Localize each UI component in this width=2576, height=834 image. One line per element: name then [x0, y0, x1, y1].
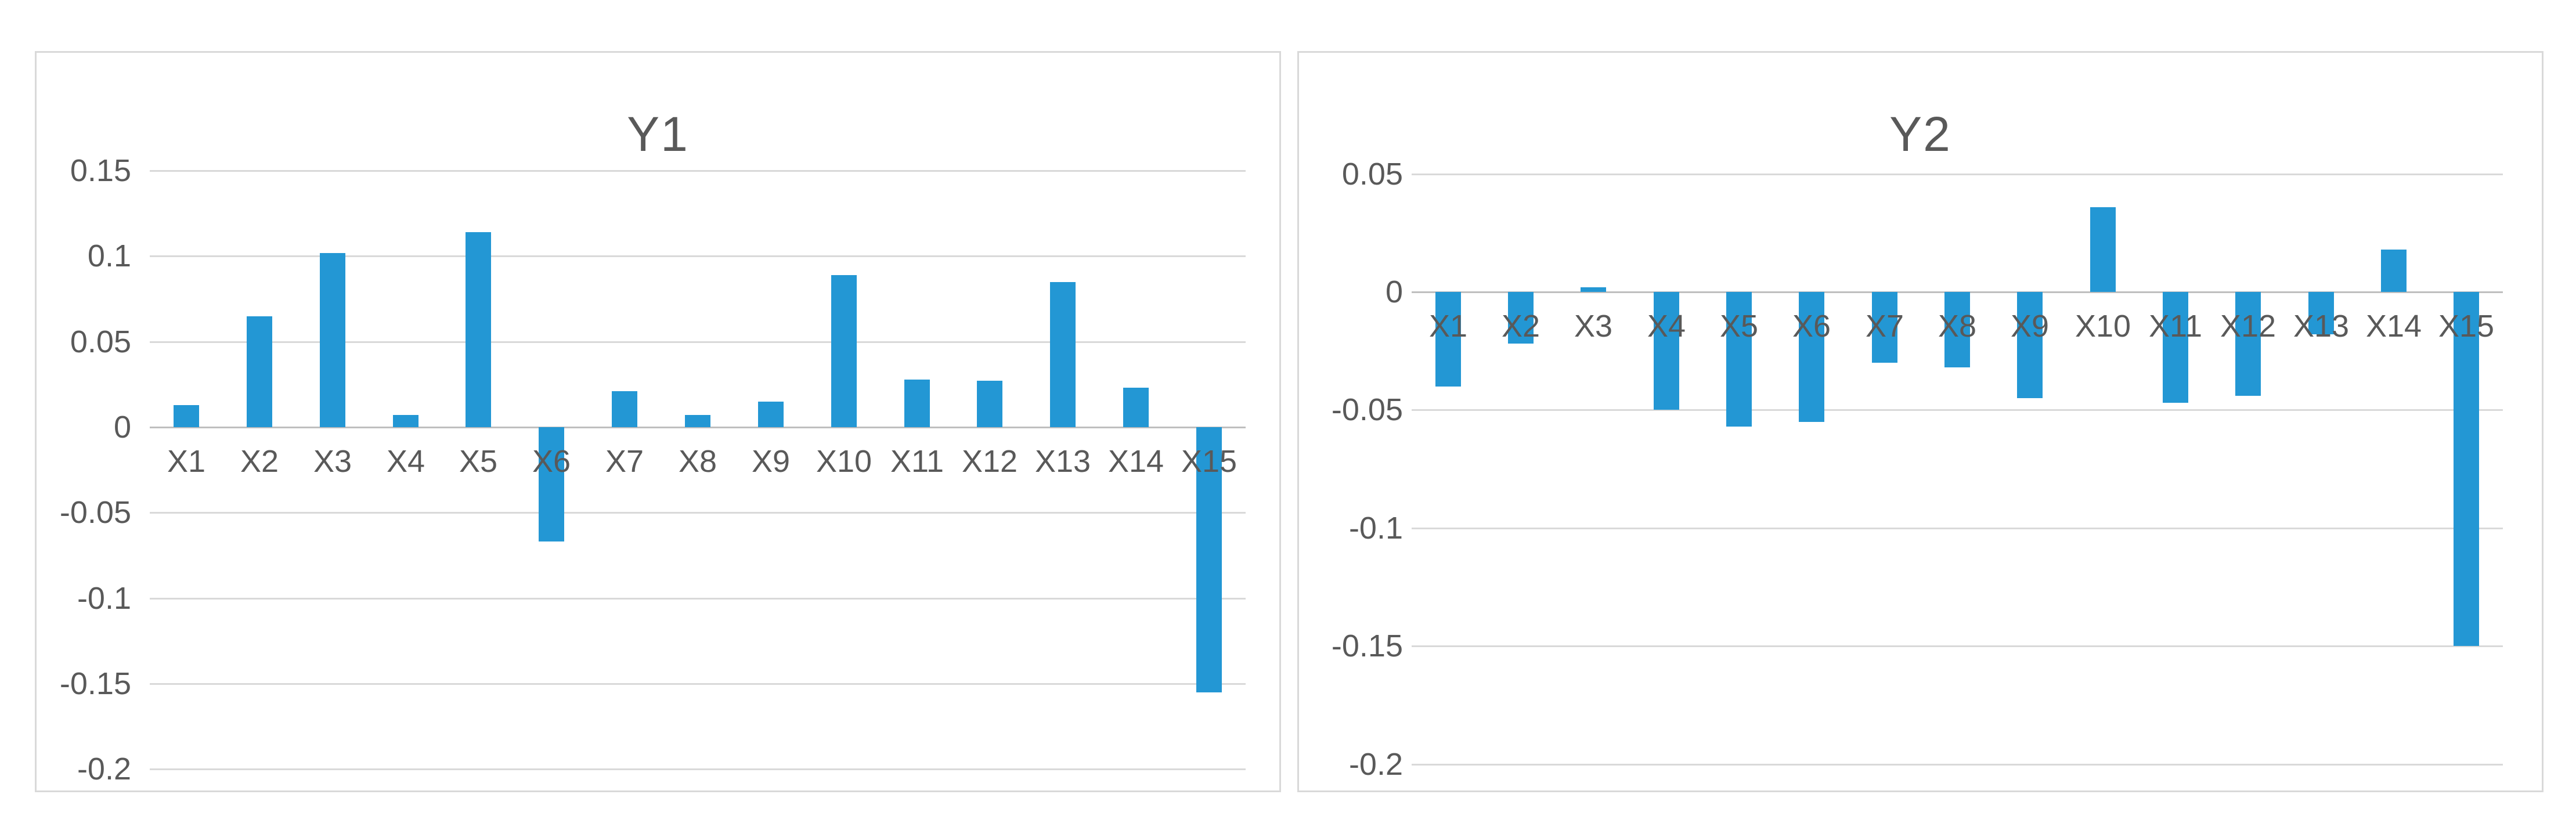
category-label-x2: X2	[1501, 309, 1540, 344]
x-axis-zero-line	[150, 427, 1246, 428]
y-tick-label: -0.15	[1331, 629, 1403, 663]
bar-x12[interactable]	[2235, 292, 2261, 396]
bar-x6[interactable]	[539, 427, 564, 541]
y-tick-label: -0.2	[77, 752, 131, 786]
category-label-x14: X14	[1107, 444, 1164, 479]
category-label-x11: X11	[890, 444, 944, 479]
category-label-x6: X6	[532, 444, 571, 479]
plot-area-y2: 0.05 0 -0.05 -0.1 -0.15 -0.2 X1 X2 X3 X4 X5 X6 X7 X8 X…	[1299, 53, 2542, 790]
category-label-x5: X5	[459, 444, 498, 479]
category-label-x10: X10	[2074, 309, 2131, 344]
category-label-x11: X11	[2148, 309, 2203, 344]
y-tick-label: -0.1	[77, 581, 131, 616]
category-label-x13: X13	[2293, 309, 2350, 344]
category-label-x4: X4	[386, 444, 425, 479]
bar-x3[interactable]	[1581, 287, 1606, 292]
category-label-x9: X9	[751, 444, 791, 479]
category-label-x3: X3	[1574, 309, 1613, 344]
bar-x9[interactable]	[2017, 292, 2043, 398]
category-label-x2: X2	[240, 444, 279, 479]
bar-x8[interactable]	[685, 415, 710, 427]
bar-x5[interactable]	[466, 232, 491, 427]
y-tick-label: 0	[113, 410, 131, 445]
y-gridline	[150, 255, 1246, 257]
y-tick-label: -0.05	[1331, 392, 1403, 427]
category-label-x3: X3	[313, 444, 352, 479]
bar-x6[interactable]	[1799, 292, 1824, 422]
bar-x5[interactable]	[1726, 292, 1752, 427]
bar-x15[interactable]	[1196, 427, 1222, 692]
category-label-x7: X7	[1865, 309, 1904, 344]
bar-x8[interactable]	[1944, 292, 1970, 367]
bar-x10[interactable]	[2090, 207, 2116, 292]
y-tick-label: 0	[1385, 275, 1403, 309]
chart-title-y2: Y2	[1889, 107, 1951, 161]
bar-x11[interactable]	[904, 380, 930, 427]
bar-x2[interactable]	[1508, 292, 1534, 344]
y-gridline	[150, 341, 1246, 343]
category-label-x6: X6	[1792, 309, 1831, 344]
bar-x14[interactable]	[1123, 388, 1149, 427]
y-gridline	[1412, 528, 2503, 529]
category-label-x1: X1	[167, 444, 206, 479]
y-gridline	[150, 170, 1246, 172]
y-tick-label: 0.05	[1341, 157, 1403, 192]
y-gridline	[1412, 174, 2503, 175]
category-label-x15: X15	[2438, 309, 2495, 344]
chart-title-y1: Y1	[627, 107, 689, 161]
bar-x7[interactable]	[1872, 292, 1897, 363]
bar-x4[interactable]	[1654, 292, 1679, 410]
category-label-x7: X7	[605, 444, 644, 479]
category-label-x9: X9	[2010, 309, 2050, 344]
bar-x12[interactable]	[977, 381, 1002, 427]
category-label-x12: X12	[2220, 309, 2276, 344]
y-gridline	[1412, 645, 2503, 647]
category-label-x13: X13	[1034, 444, 1091, 479]
y-tick-label: -0.05	[59, 495, 131, 530]
bar-x3[interactable]	[320, 253, 345, 427]
chart-object-y2[interactable]: Y2 0.05 0 -0.05 -0.1 -0.15 -0.2 X1 X2 X3 X4 X5 X6 X7…	[1297, 51, 2543, 792]
category-label-x1: X1	[1428, 309, 1468, 344]
y-tick-label: -0.2	[1348, 747, 1403, 782]
y-tick-label: -0.15	[59, 666, 131, 701]
y-gridline	[1412, 764, 2503, 766]
category-label-x12: X12	[961, 444, 1018, 479]
y-tick-label: -0.1	[1348, 511, 1403, 546]
bar-x2[interactable]	[247, 316, 272, 427]
category-label-x8: X8	[1938, 309, 1977, 344]
y-gridline	[1412, 409, 2503, 411]
bar-x1[interactable]	[174, 405, 199, 427]
bar-x14[interactable]	[2381, 250, 2407, 292]
category-label-x14: X14	[2365, 309, 2422, 344]
category-label-x8: X8	[678, 444, 717, 479]
category-label-x4: X4	[1647, 309, 1686, 344]
category-label-x5: X5	[1719, 309, 1759, 344]
bar-x1[interactable]	[1435, 292, 1461, 387]
category-label-x15: X15	[1181, 444, 1238, 479]
y-tick-label: 0.05	[70, 324, 131, 359]
bar-x13[interactable]	[1050, 282, 1076, 427]
bar-x11[interactable]	[2163, 292, 2188, 403]
chart-object-y1[interactable]: Y1 0.15 0.1 0.05 0 -0.05 -0.1 -0.15 -0.2 X1 X2 X3 X…	[35, 51, 1281, 792]
bar-x13[interactable]	[2308, 292, 2334, 334]
bar-x9[interactable]	[758, 402, 784, 427]
y-gridline	[150, 598, 1246, 600]
y-tick-label: 0.15	[70, 153, 131, 188]
bar-x4[interactable]	[393, 415, 418, 427]
bar-x7[interactable]	[612, 391, 637, 427]
plot-area-y1: 0.15 0.1 0.05 0 -0.05 -0.1 -0.15 -0.2 X1 X2 X3 X4 X5…	[37, 53, 1279, 790]
category-label-x10: X10	[816, 444, 872, 479]
y-gridline	[150, 683, 1246, 685]
y-gridline	[150, 512, 1246, 514]
bar-x15[interactable]	[2454, 292, 2479, 646]
y-gridline	[150, 768, 1246, 770]
y-tick-label: 0.1	[87, 239, 131, 273]
bar-x10[interactable]	[831, 275, 857, 427]
